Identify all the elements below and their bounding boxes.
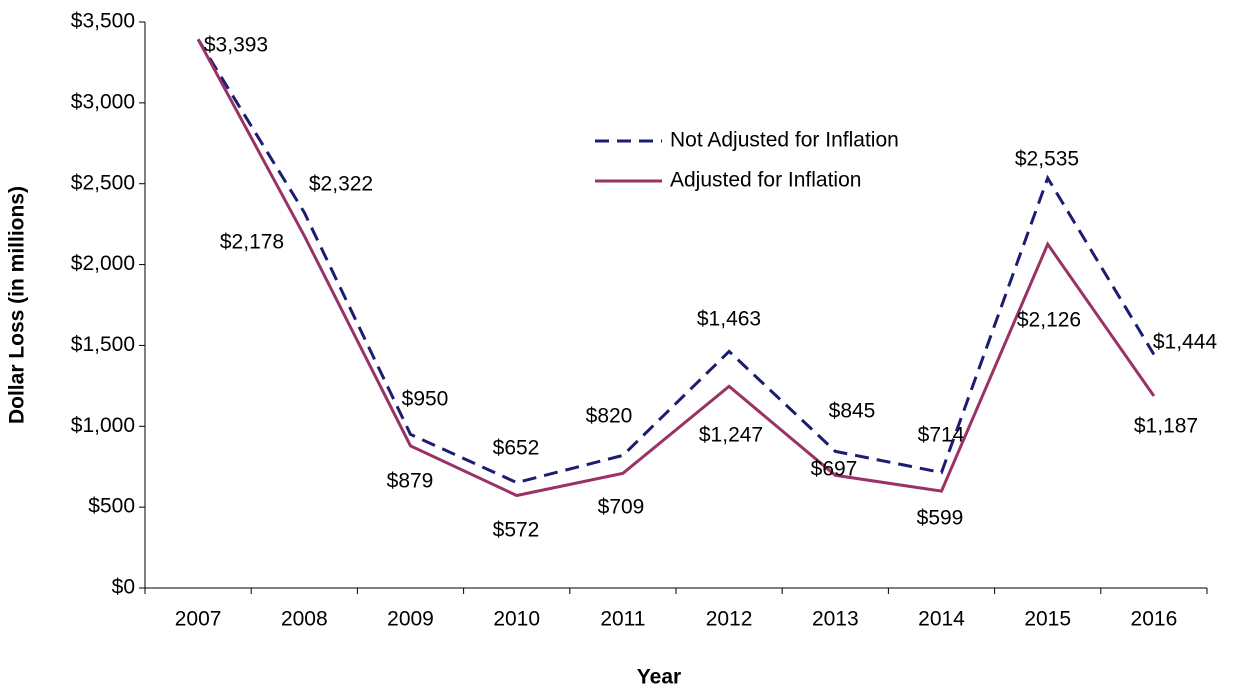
data-label: $879 [387,470,434,493]
x-tick-label: 2016 [1131,608,1178,631]
x-tick-label: 2014 [918,608,965,631]
data-label: $1,247 [699,424,763,447]
data-label: $697 [811,458,858,481]
y-axis-label: Dollar Loss (in millions) [6,186,29,424]
data-label: $2,178 [220,231,284,254]
data-label: $1,187 [1134,415,1198,438]
y-tick-label: $1,000 [71,414,135,437]
data-label: $599 [917,507,964,530]
data-label: $1,444 [1153,331,1218,354]
x-tick-label: 2012 [706,608,753,631]
data-label: $709 [598,496,645,519]
y-tick-label: $3,500 [71,10,135,33]
data-label: $714 [918,424,965,447]
y-tick-label: $500 [88,495,135,518]
series-line [196,38,1156,498]
y-tick-label: $3,000 [71,90,135,113]
x-tick-label: 2007 [175,608,222,631]
data-label: $2,535 [1015,148,1079,171]
data-label: $1,463 [697,308,761,331]
series-line [196,38,1156,485]
data-label: $2,126 [1017,309,1081,332]
data-label: $845 [829,400,876,423]
x-axis-label: Year [637,666,681,689]
legend-label: Adjusted for Inflation [670,169,861,192]
data-label: $652 [493,437,540,460]
legend-label: Not Adjusted for Inflation [670,129,899,152]
data-label: $950 [402,388,449,411]
data-label: $2,322 [309,173,373,196]
data-label: $3,393 [204,34,268,57]
x-tick-label: 2008 [281,608,328,631]
x-tick-label: 2015 [1024,608,1071,631]
x-tick-label: 2009 [387,608,434,631]
data-label: $572 [493,519,540,542]
y-tick-label: $1,500 [71,333,135,356]
x-tick-label: 2013 [812,608,859,631]
data-label: $820 [586,405,633,428]
x-tick-label: 2011 [600,608,645,631]
y-tick-label: $2,000 [71,252,135,275]
x-tick-label: 2010 [493,608,540,631]
y-tick-label: $2,500 [71,171,135,194]
y-tick-label: $0 [112,576,135,599]
